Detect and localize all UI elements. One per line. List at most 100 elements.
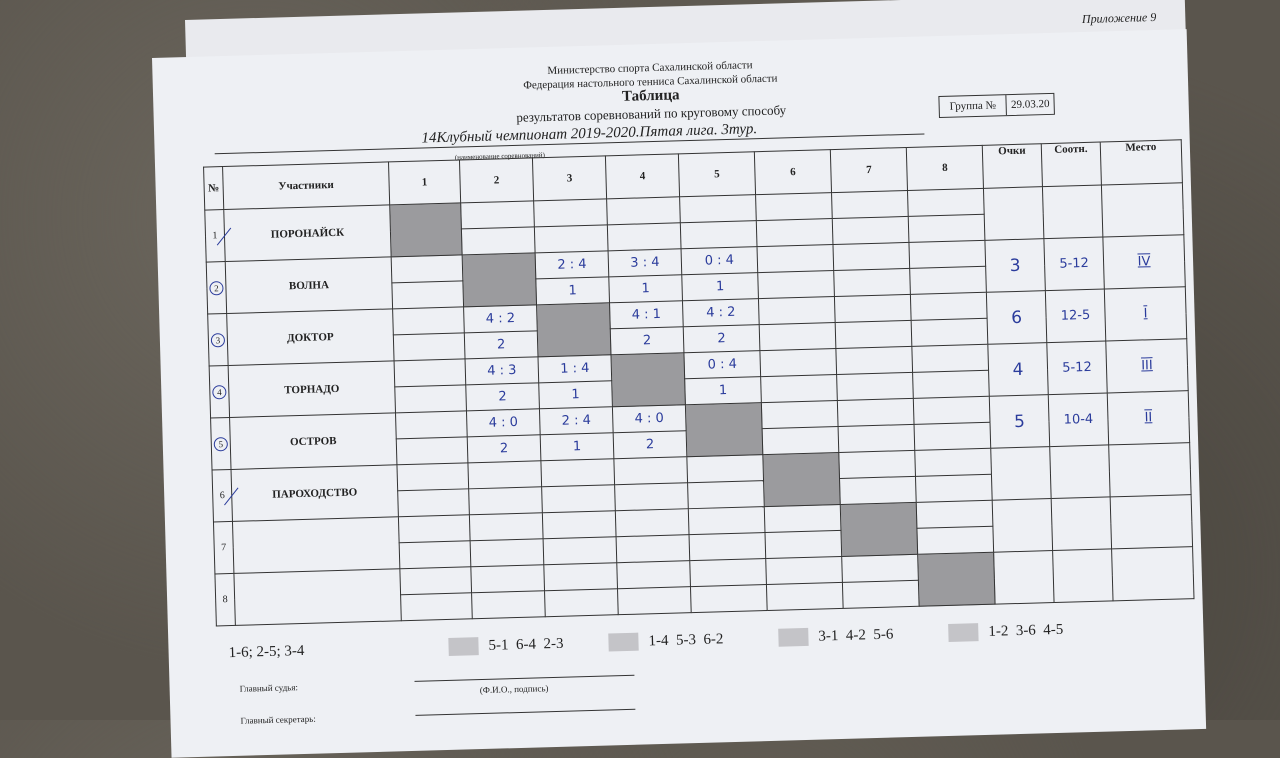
- schedule: 1-6; 2-5; 3-4 5-1 6-4 2-3 1-4 5-3 6-2 3-…: [228, 617, 1208, 662]
- score-cell: [758, 296, 836, 325]
- column-header: 8: [906, 145, 984, 191]
- match-points-cell: [766, 582, 844, 611]
- row-number-circle: 1: [212, 230, 218, 242]
- match-points-cell: [541, 484, 616, 513]
- score-cell: 4 : 0: [466, 408, 541, 437]
- diagonal-cell: [536, 302, 611, 357]
- column-header: 6: [754, 149, 832, 195]
- results-sheet: Приложение 9 Министерство спорта Сахалин…: [152, 10, 1208, 758]
- match-points-cell: [396, 436, 468, 465]
- row-number-circle: 8: [222, 594, 228, 606]
- score-cell: [606, 196, 681, 225]
- participant-name: [233, 568, 402, 626]
- row-number: 6: [212, 469, 233, 522]
- match-points-cell: [756, 218, 833, 247]
- ratio-cell: 12-5: [1045, 288, 1106, 343]
- score-cell: [615, 508, 690, 537]
- match-points-cell: [836, 372, 914, 401]
- score-cell: [832, 242, 910, 271]
- participant-name: ТОРНАДО: [228, 360, 396, 418]
- participant-name: ДОКТОР: [226, 308, 395, 366]
- score-cell: [467, 460, 542, 489]
- match-points-cell: 1: [535, 276, 610, 305]
- ratio-cell: [1051, 496, 1112, 551]
- row-number-circle: 7: [221, 542, 227, 554]
- match-points-cell: [915, 474, 993, 503]
- round-swatch: [778, 627, 809, 647]
- place-cell: II: [1107, 390, 1190, 445]
- score-cell: [689, 558, 767, 587]
- score-cell: 4 : 2: [463, 304, 538, 333]
- score-cell: [469, 512, 544, 541]
- match-points-cell: [835, 320, 912, 349]
- match-points-cell: [842, 580, 920, 609]
- match-points-cell: 2: [610, 326, 684, 355]
- match-points-cell: [757, 270, 835, 299]
- place-cell: III: [1105, 338, 1189, 393]
- match-points-cell: [832, 216, 909, 245]
- match-points-cell: [759, 322, 836, 351]
- match-points-cell: 2: [464, 330, 538, 359]
- match-points-cell: [687, 480, 765, 509]
- round-5: 1-2 3-6 4-5: [988, 621, 1064, 640]
- score-cell: 4 : 3: [465, 356, 539, 385]
- match-points-cell: [689, 532, 766, 561]
- match-points-cell: [912, 370, 990, 399]
- match-points-cell: [468, 486, 543, 515]
- score-cell: [540, 458, 615, 487]
- score-cell: [837, 398, 915, 427]
- ratio-cell: 10-4: [1048, 392, 1109, 447]
- appendix-label: Приложение 9: [1081, 9, 1157, 27]
- points-cell: [983, 186, 1044, 241]
- diagonal-cell: [762, 452, 841, 507]
- match-points-cell: 2: [613, 430, 687, 459]
- match-points-cell: [616, 534, 690, 563]
- match-points-cell: 2: [467, 434, 541, 463]
- score-cell: [759, 348, 837, 377]
- ratio-cell: [1042, 185, 1103, 239]
- match-points-cell: [461, 226, 536, 255]
- score-cell: [542, 510, 617, 539]
- match-points-cell: [839, 476, 917, 505]
- column-header: 1: [388, 159, 461, 205]
- match-points-cell: [544, 588, 619, 617]
- score-cell: [533, 198, 608, 227]
- results-table: № Участники 1 2 3 4 5 6 7 8 Очки Соотн. Место 1 ПОРОН…: [203, 139, 1195, 626]
- participant-name: [232, 516, 400, 574]
- score-cell: [764, 504, 841, 533]
- row-number-circle: 5: [213, 436, 228, 451]
- place-cell: [1101, 182, 1184, 238]
- column-header: 4: [605, 153, 680, 199]
- score-cell: [392, 306, 465, 335]
- round-1: 1-6; 2-5; 3-4: [228, 642, 305, 661]
- participant-name: ВОЛНА: [225, 256, 393, 314]
- points-cell: 6: [986, 290, 1047, 345]
- participant-name: ОСТРОВ: [229, 412, 397, 470]
- row-number: 8: [214, 573, 236, 626]
- score-cell: 4 : 0: [612, 404, 687, 433]
- match-points-cell: [393, 332, 466, 361]
- match-points-cell: 1: [681, 272, 759, 301]
- diagonal-cell: [917, 552, 996, 607]
- score-cell: [757, 244, 834, 273]
- score-cell: 4 : 2: [682, 298, 760, 327]
- score-cell: [834, 294, 912, 323]
- score-cell: [616, 560, 691, 589]
- place-cell: [1108, 442, 1192, 497]
- score-cell: [761, 400, 839, 429]
- score-cell: 2 : 4: [535, 250, 609, 279]
- match-points-cell: 1: [608, 274, 683, 303]
- score-cell: [398, 514, 471, 543]
- match-points-cell: [614, 482, 689, 511]
- column-header: Соотн.: [1041, 142, 1102, 187]
- match-points-cell: [543, 536, 617, 565]
- row-number: 1: [204, 209, 226, 263]
- score-cell: [391, 254, 463, 283]
- place-cell: [1110, 494, 1193, 549]
- match-points-cell: [471, 590, 546, 619]
- judge-line: [414, 674, 635, 682]
- match-points-cell: [762, 426, 839, 455]
- match-points-cell: 2: [683, 324, 760, 353]
- diagonal-cell: [610, 352, 686, 407]
- score-cell: [911, 344, 989, 373]
